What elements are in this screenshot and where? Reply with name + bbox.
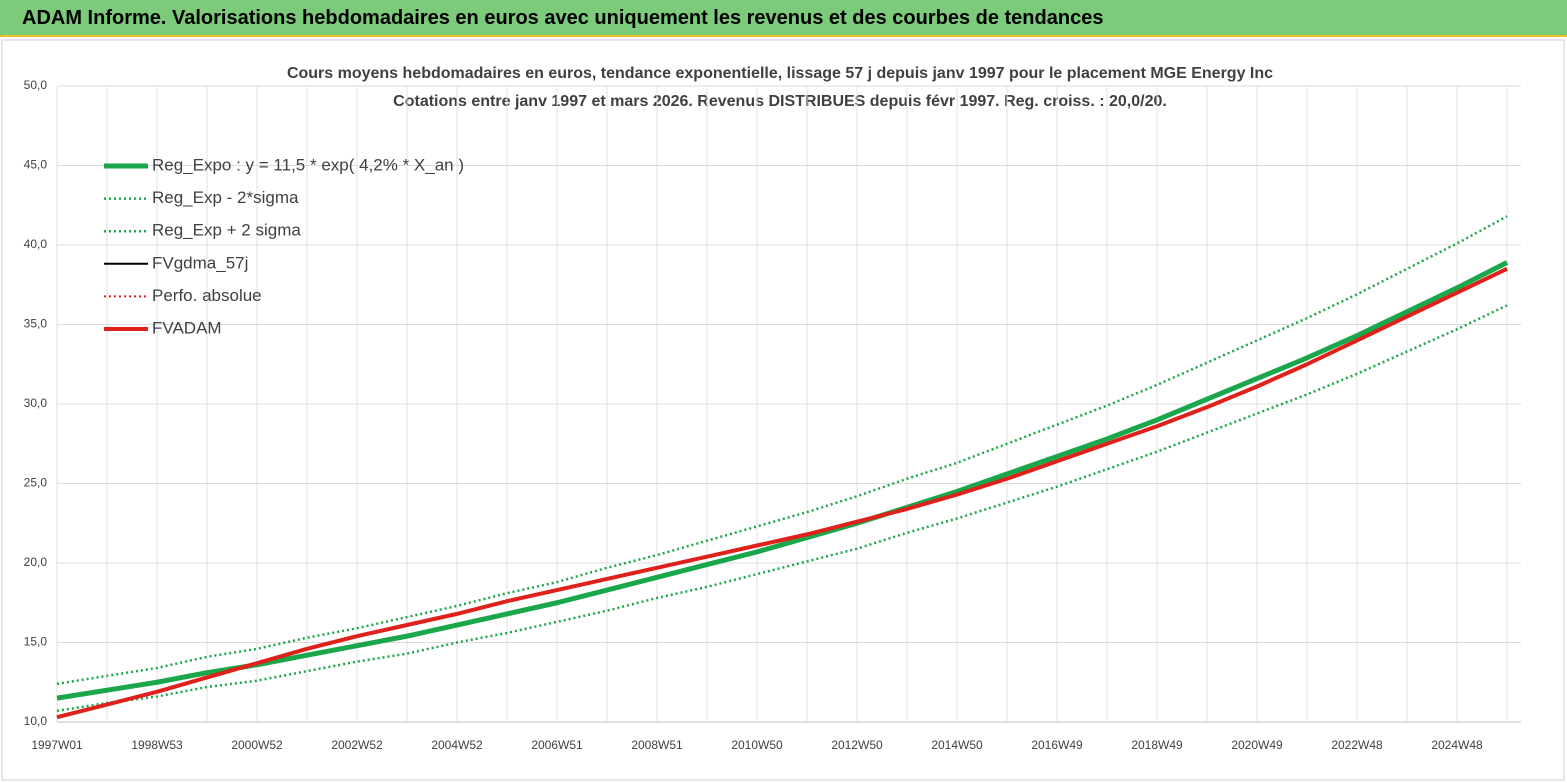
x-tick-label: 2024W48: [1431, 738, 1483, 752]
legend-label: Perfo. absolue: [152, 286, 262, 305]
series-line: [56, 260, 1509, 701]
chart-title: Cours moyens hebdomadaires en euros, ten…: [287, 65, 1273, 82]
legend-label: FVADAM: [152, 318, 222, 337]
x-tick-label: 2016W49: [1031, 738, 1083, 752]
x-tick-label: 2006W51: [531, 738, 583, 752]
legend-label: Reg_Expo : y = 11,5 * exp( 4,2% * X_an ): [152, 155, 464, 174]
x-tick-label: 2022W48: [1331, 738, 1383, 752]
y-tick-label: 45,0: [24, 158, 48, 172]
x-tick-label: 2010W50: [731, 738, 783, 752]
x-tick-label: 2018W49: [1131, 738, 1183, 752]
x-tick-label: 2004W52: [431, 738, 483, 752]
y-tick-label: 10,0: [24, 714, 48, 728]
banner-text: ADAM Informe. Valorisations hebdomadaire…: [22, 7, 1104, 29]
x-tick-label: 2002W52: [331, 738, 383, 752]
x-tick-label: 2000W52: [231, 738, 283, 752]
legend-label: Reg_Exp - 2*sigma: [152, 188, 299, 207]
series-line: [56, 267, 1508, 720]
y-tick-label: 50,0: [24, 78, 48, 92]
legend: Reg_Expo : y = 11,5 * exp( 4,2% * X_an )…: [104, 155, 464, 337]
x-tick-label: 2020W49: [1231, 738, 1283, 752]
x-tick-label: 2008W51: [631, 738, 683, 752]
chart-border: [1, 39, 1565, 781]
y-tick-label: 15,0: [24, 635, 48, 649]
chart-subtitle: Cotations entre janv 1997 et mars 2026. …: [393, 93, 1167, 110]
x-tick-label: 2014W50: [931, 738, 983, 752]
banner: ADAM Informe. Valorisations hebdomadaire…: [0, 0, 1567, 37]
x-tick-label: 2012W50: [831, 738, 883, 752]
y-tick-label: 25,0: [24, 476, 48, 490]
y-tick-label: 30,0: [24, 396, 48, 410]
chart: Cours moyens hebdomadaires en euros, ten…: [1, 39, 1565, 781]
y-tick-label: 20,0: [24, 555, 48, 569]
legend-label: Reg_Exp + 2 sigma: [152, 221, 301, 240]
x-tick-label: 1997W01: [31, 738, 83, 752]
legend-label: FVgdma_57j: [152, 253, 248, 272]
x-tick-label: 1998W53: [131, 738, 183, 752]
series-line: [56, 215, 1508, 686]
y-tick-label: 35,0: [24, 317, 48, 331]
y-tick-label: 40,0: [24, 237, 48, 251]
